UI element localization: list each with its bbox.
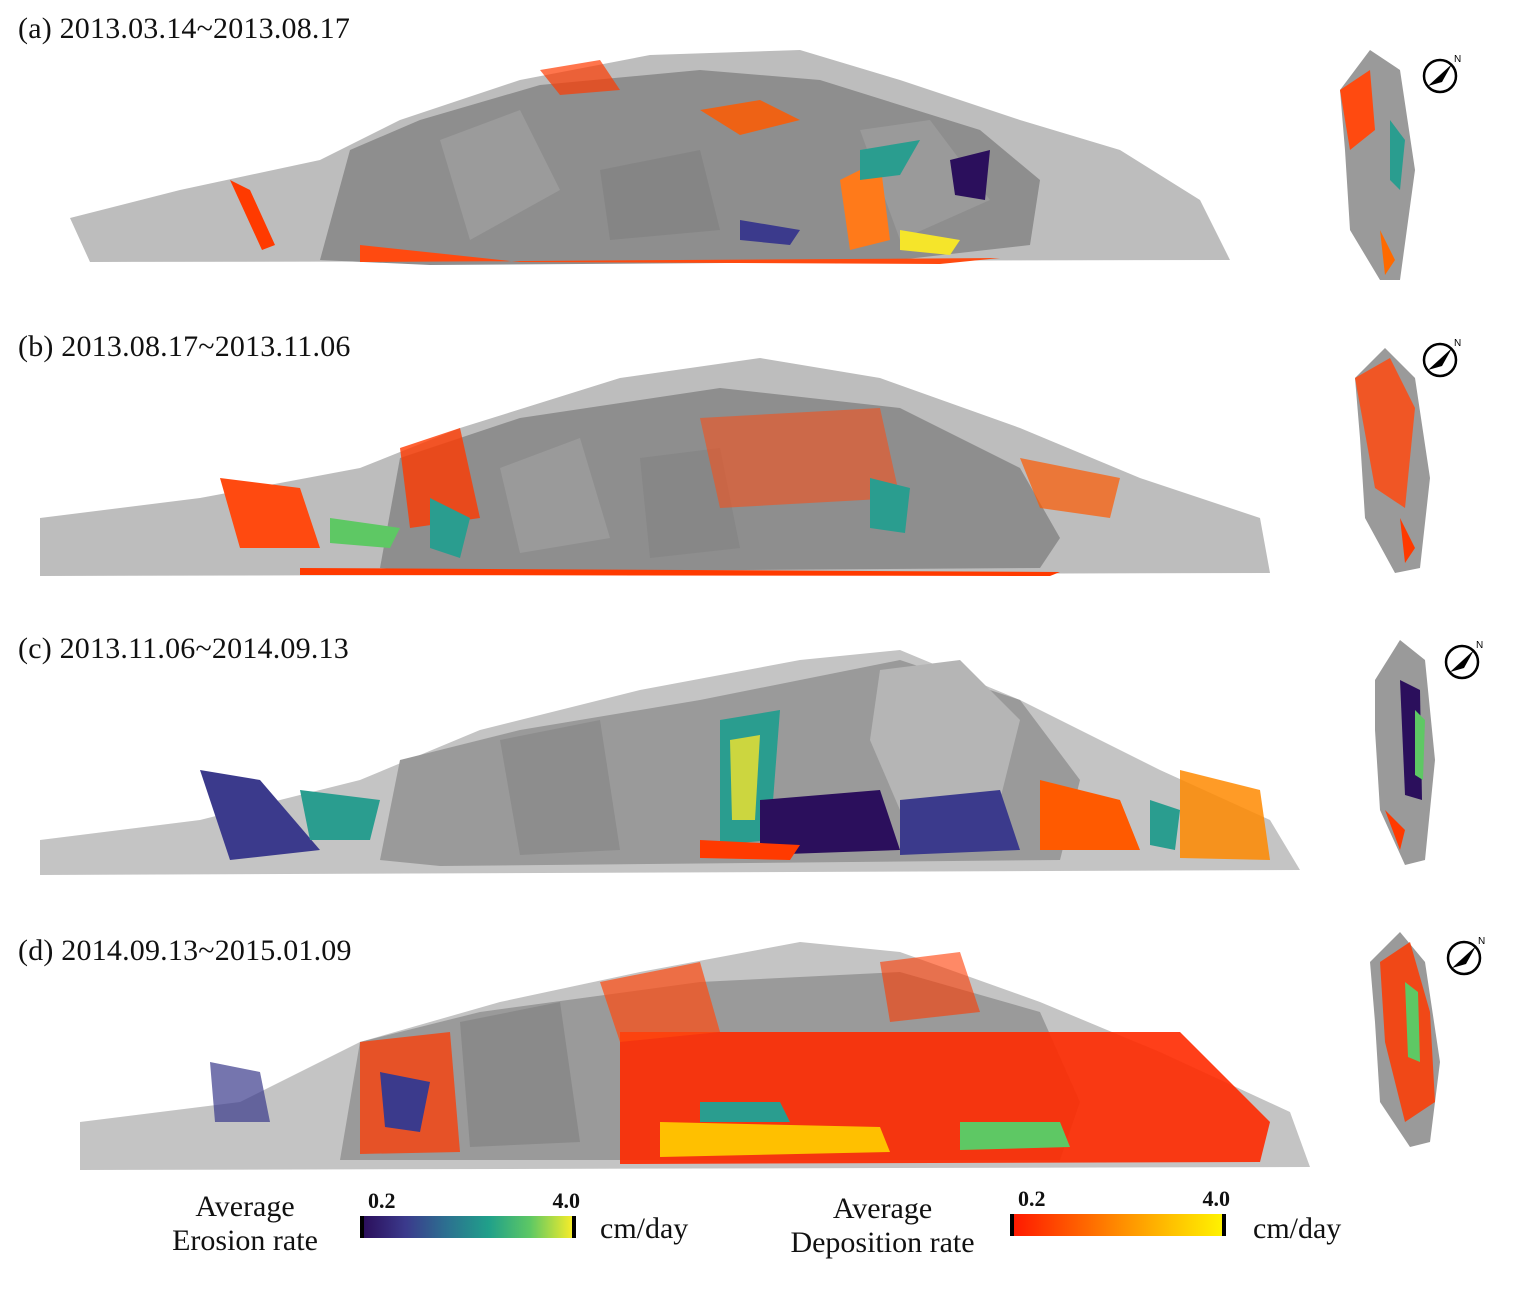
panel-label: (a) 2013.03.14~2013.08.17 (18, 12, 351, 45)
panel-label: (d) 2014.09.13~2015.01.09 (18, 934, 352, 967)
erosion-gradient (360, 1216, 576, 1238)
north-arrow-icon: N (1444, 640, 1483, 680)
deposition-gradient (1010, 1214, 1226, 1236)
deposition-legend: Average Deposition rate 0.2 4.0 cm/day (775, 1186, 1375, 1282)
erosion-max-label: 4.0 (552, 1188, 581, 1213)
cliff-front-view (70, 50, 1230, 265)
panel-d: (d) 2014.09.13~2015.01.09 N (0, 922, 1535, 1182)
north-symbol: N (1454, 54, 1461, 65)
deposition-title-line2: Deposition rate (790, 1226, 975, 1259)
panel-label: (b) 2013.08.17~2013.11.06 (18, 330, 351, 363)
erosion-title-line2: Erosion rate (172, 1224, 318, 1257)
deposition-title-line1: Average (832, 1192, 933, 1225)
erosion-colorbar: 0.2 4.0 (360, 1188, 581, 1250)
erosion-legend: Average Erosion rate 0.2 4.0 cm/day (150, 1188, 710, 1280)
deposition-colorbar: 0.2 4.0 (1010, 1186, 1231, 1248)
cliff-side-view (1340, 50, 1415, 280)
deposition-min-label: 0.2 (1018, 1186, 1046, 1211)
north-arrow-icon: N (1422, 54, 1461, 94)
erosion-title-line1: Average (195, 1190, 295, 1223)
panel-label: (c) 2013.11.06~2014.09.13 (18, 632, 349, 665)
cliff-side-view (1375, 640, 1435, 865)
cliff-front-view (40, 650, 1300, 875)
cliff-front-view (80, 942, 1310, 1170)
cliff-front-view (40, 358, 1270, 576)
deposition-unit: cm/day (1253, 1212, 1342, 1245)
erosion-unit: cm/day (600, 1212, 689, 1245)
north-arrow-icon: N (1446, 936, 1485, 976)
cliff-side-view (1370, 932, 1440, 1147)
erosion-legend-title: Average Erosion rate (150, 1190, 340, 1258)
panel-b: (b) 2013.08.17~2013.11.06 N (0, 318, 1535, 608)
panel-c: (c) 2013.11.06~2014.09.13 N (0, 620, 1535, 910)
deposition-legend-title: Average Deposition rate (775, 1192, 990, 1260)
cliff-side-view (1355, 348, 1430, 573)
deposition-max-label: 4.0 (1202, 1186, 1231, 1211)
panel-a: (a) 2013.03.14~2013.08.17 N (0, 0, 1535, 300)
north-symbol: N (1454, 338, 1461, 349)
north-symbol: N (1476, 640, 1483, 651)
north-symbol: N (1478, 936, 1485, 947)
north-arrow-icon: N (1422, 338, 1461, 378)
erosion-min-label: 0.2 (368, 1188, 396, 1213)
